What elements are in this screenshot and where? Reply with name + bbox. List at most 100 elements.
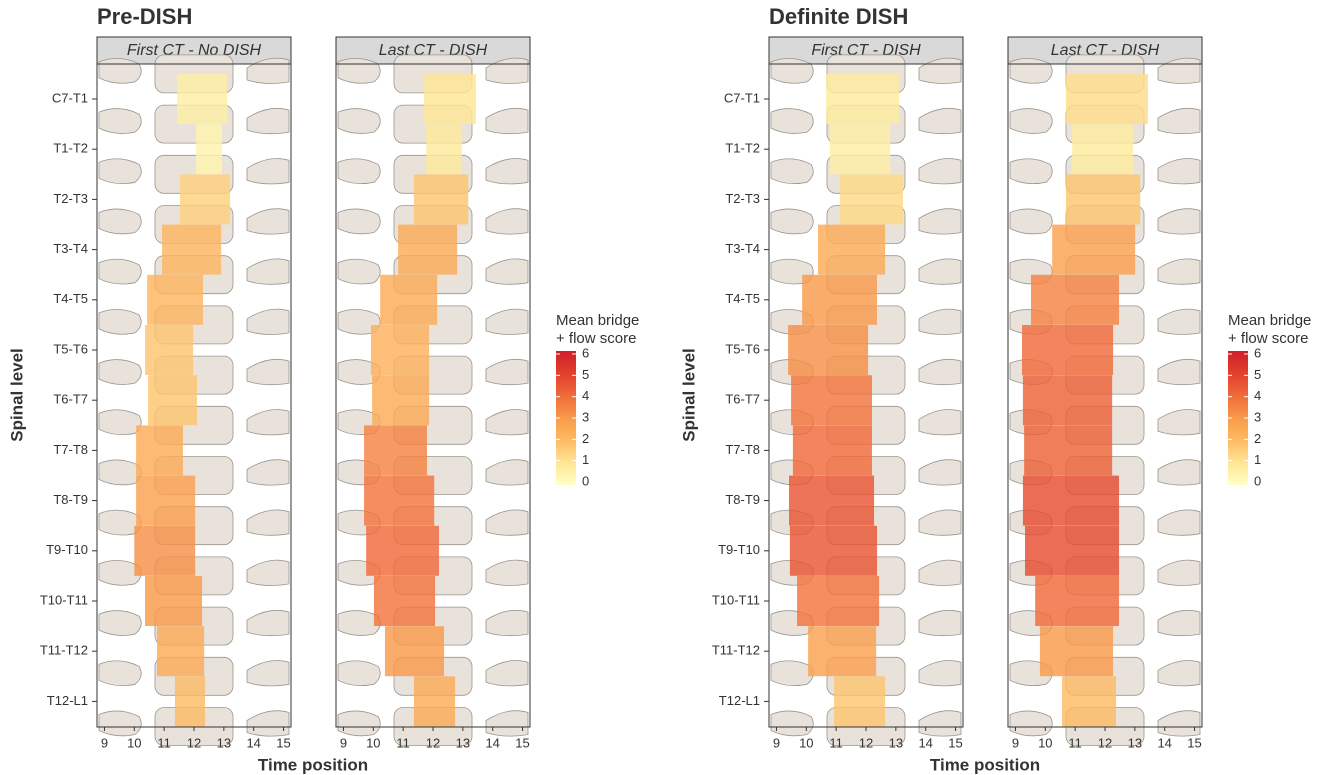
y-tick-label: T2-T3 [725,191,760,206]
tile [826,74,900,124]
vertebra-process [918,107,962,135]
vertebra-process [246,107,290,135]
x-tick-label: 15 [948,735,962,750]
x-tick-label: 11 [396,735,410,750]
colorbar-label: 5 [1254,367,1261,382]
tile [788,475,875,526]
y-tick-label: T11-T12 [712,643,760,658]
tile [1062,676,1117,727]
vertebra-process [98,208,142,235]
vertebra-process [337,258,381,285]
vertebra-process [918,308,962,335]
x-tick-label: 9 [773,735,780,750]
x-tick-label: 9 [101,735,108,750]
tile [145,325,194,375]
colorbar-label: 4 [1254,388,1261,403]
vertebra-process [918,710,962,737]
y-tick-label: T6-T7 [725,392,760,407]
vertebra-process [918,660,962,687]
vertebra-process [770,660,814,687]
vertebra-process [246,409,290,436]
vertebra-process [1157,509,1201,536]
x-tick-label: 12 [426,735,440,750]
vertebra-process [485,509,529,536]
vertebra-process [1157,308,1201,335]
vertebra-process [337,158,381,185]
colorbar-label: 0 [582,473,589,488]
colorbar-label: 3 [1254,409,1261,424]
legend-title: Mean bridge [1228,312,1311,329]
tile [1030,274,1120,325]
tile [808,626,877,677]
tile [797,576,880,626]
vertebra-process [337,108,381,134]
chart-title: Definite DISH [769,4,908,29]
vertebra-process [246,158,290,185]
vertebra-process [770,108,814,134]
vertebra-process [246,208,290,235]
tile [1022,375,1113,426]
vertebra-process [1157,107,1201,135]
vertebra-process [1157,358,1201,386]
vertebra-process [1157,609,1201,637]
tile [380,274,438,325]
vertebra-process [485,358,529,386]
x-tick-label: 12 [187,735,201,750]
y-tick-label: T8-T9 [725,492,760,507]
y-tick-label: T10-T11 [712,592,760,607]
colorbar-label: 3 [582,409,589,424]
vertebra-process [485,107,529,135]
y-tick-label: C7-T1 [724,90,760,105]
tile [789,525,878,576]
tile [817,224,886,275]
vertebra-process [485,559,529,586]
colorbar-label: 2 [1254,431,1261,446]
x-tick-label: 11 [157,735,171,750]
colorbar [556,351,576,485]
vertebra-process [246,358,290,386]
vertebra-process [246,660,290,687]
x-tick-label: 10 [799,735,813,750]
colorbar-label: 5 [582,367,589,382]
vertebra-process [918,258,962,285]
y-tick-label: T8-T9 [53,492,88,507]
chart-title: Pre-DISH [97,4,192,29]
vertebra-process [918,208,962,235]
tile [1022,325,1114,375]
x-tick-label: 14 [485,735,499,750]
tile [364,425,428,476]
colorbar [1228,351,1248,485]
y-tick-label: T5-T6 [53,341,88,356]
tile [1035,576,1120,626]
tile [196,124,223,175]
y-tick-label: T9-T10 [718,542,760,557]
tile [788,325,869,375]
vertebra-process [1157,710,1201,737]
vertebra-process [98,409,142,436]
vertebra-process [918,459,962,486]
y-tick-label: T5-T6 [725,341,760,356]
vertebra-process [485,459,529,486]
colorbar-label: 0 [1254,473,1261,488]
vertebra-process [918,158,962,185]
tile [372,375,430,426]
y-tick-label: T3-T4 [53,241,88,256]
tile [162,224,222,275]
x-tick-label: 13 [217,735,231,750]
legend-title: + flow score [556,330,636,347]
vertebra-process [337,58,381,84]
tile [366,525,439,576]
tile [398,224,458,275]
vertebra-process [98,158,142,185]
vertebra-process [918,358,962,386]
x-tick-label: 10 [366,735,380,750]
y-tick-label: T9-T10 [46,542,88,557]
x-axis-title: Time position [258,755,368,774]
x-axis-title: Time position [930,755,1040,774]
tile [1025,525,1120,576]
y-tick-label: T3-T4 [725,241,760,256]
vertebra-process [98,258,142,285]
tile [1024,425,1113,476]
tile [834,676,886,727]
tile [156,626,205,677]
